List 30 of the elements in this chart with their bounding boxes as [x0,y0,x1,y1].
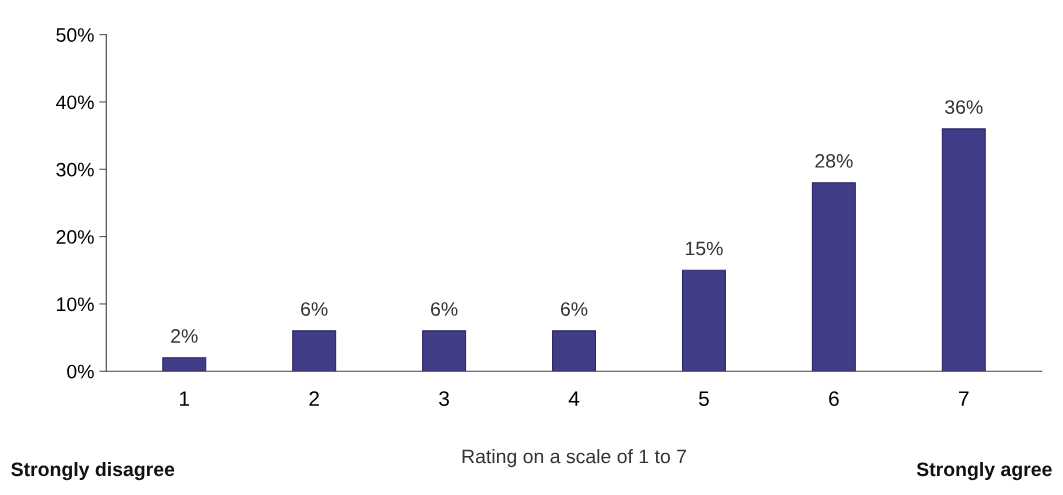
x-tick-label: 2 [309,391,319,406]
x-tick-label: 7 [959,391,969,406]
data-label: 6% [431,302,458,316]
data-label: 6% [560,302,588,316]
x-axis-title: Rating on a scale of 1 to 7 [462,449,687,468]
y-tick-label: 30% [56,162,94,177]
y-tick-label: 20% [56,230,94,244]
bar [941,128,986,372]
x-tick-label: 3 [439,391,449,406]
y-tick-label: 40% [56,95,94,110]
data-label: 2% [171,329,198,343]
text: Strongly agree [916,461,1052,481]
bar [422,330,467,372]
y-tick-label: 10% [57,297,94,312]
data-label: 28% [815,154,853,168]
y-tick-label: 50% [56,28,94,42]
bar [292,330,337,372]
y-tick-label: 0% [67,364,94,379]
data-label: 6% [301,302,328,316]
bar [681,269,726,372]
x-tick-label: 4 [568,391,580,406]
data-label: 36% [945,100,983,114]
x-tick-label: 1 [180,391,190,406]
bar [162,357,207,372]
bar [552,330,597,372]
x-tick-label: 5 [698,391,709,406]
bar [811,182,856,372]
x-tick-label: 6 [829,391,839,406]
data-label: 15% [685,241,723,256]
text: Strongly disagree [11,461,175,481]
